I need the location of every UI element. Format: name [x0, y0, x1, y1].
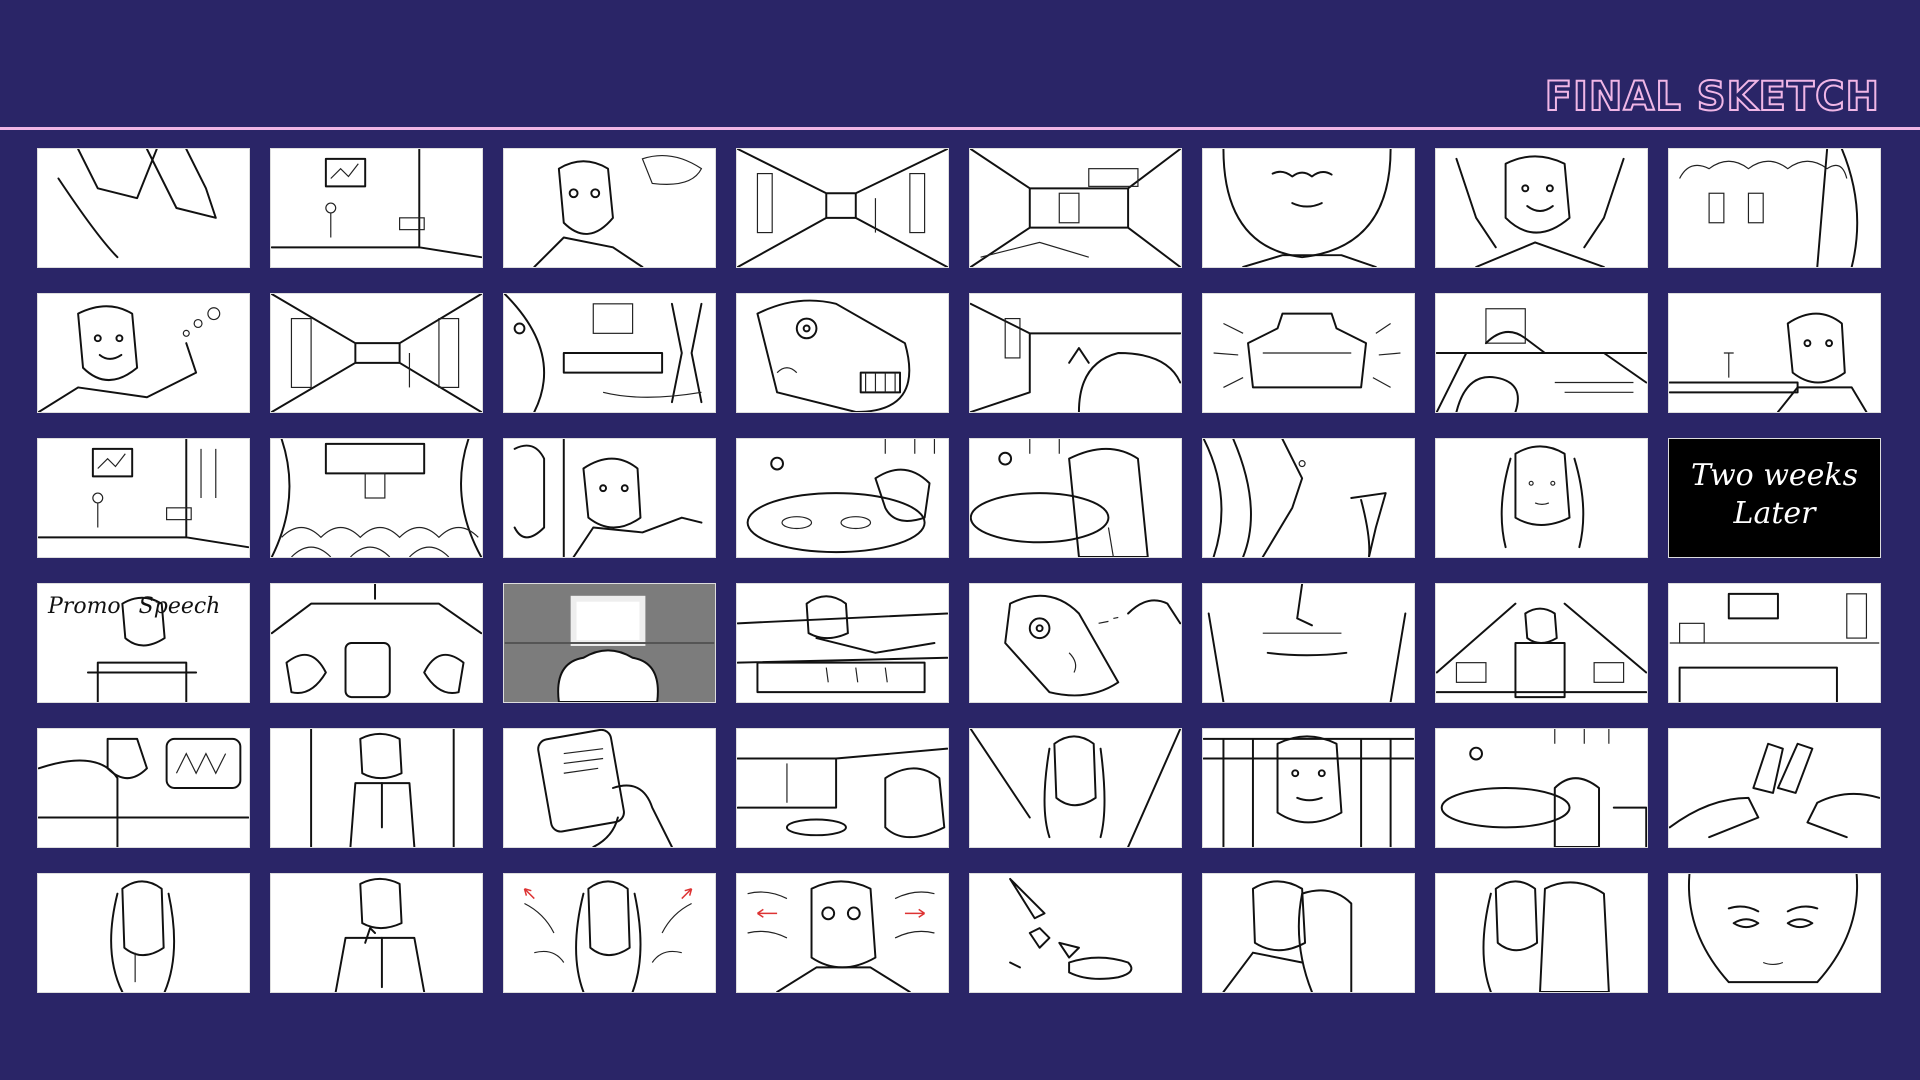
storyboard-panel-27 — [503, 583, 716, 703]
storyboard-panel-8 — [1668, 148, 1881, 268]
storyboard-panel-20 — [736, 438, 949, 558]
storyboard-panel-30 — [1202, 583, 1415, 703]
storyboard-panel-43 — [503, 873, 716, 993]
storyboard-panel-7 — [1435, 148, 1648, 268]
storyboard-panel-10 — [270, 293, 483, 413]
storyboard-panel-22 — [1202, 438, 1415, 558]
storyboard-panel-3 — [503, 148, 716, 268]
header: FINAL SKETCH — [0, 0, 1920, 130]
storyboard-panel-38 — [1202, 728, 1415, 848]
storyboard-panel-44 — [736, 873, 949, 993]
caption-promo-speech: Promo Speech — [48, 594, 220, 619]
caption-speech: Speech — [138, 594, 221, 619]
storyboard-panel-32 — [1668, 583, 1881, 703]
storyboard-panel-1 — [37, 148, 250, 268]
storyboard-panel-33 — [37, 728, 250, 848]
caption-promo: Promo — [48, 594, 121, 619]
storyboard-panel-34 — [270, 728, 483, 848]
storyboard-grid: Two weeks Later Promo Speech — [37, 148, 1881, 993]
storyboard-panel-28 — [736, 583, 949, 703]
storyboard-panel-11 — [503, 293, 716, 413]
storyboard-panel-23 — [1435, 438, 1648, 558]
storyboard-panel-16 — [1668, 293, 1881, 413]
storyboard-panel-12 — [736, 293, 949, 413]
storyboard-panel-35 — [503, 728, 716, 848]
storyboard-panel-26 — [270, 583, 483, 703]
storyboard-panel-5 — [969, 148, 1182, 268]
header-divider — [0, 127, 1920, 130]
storyboard-panel-40 — [1668, 728, 1881, 848]
storyboard-panel-45 — [969, 873, 1182, 993]
storyboard-panel-14 — [1202, 293, 1415, 413]
storyboard-panel-2 — [270, 148, 483, 268]
storyboard-panel-18 — [270, 438, 483, 558]
storyboard-panel-24: Two weeks Later — [1668, 438, 1881, 558]
storyboard-panel-9 — [37, 293, 250, 413]
page-title: FINAL SKETCH — [1544, 73, 1880, 121]
storyboard-panel-13 — [969, 293, 1182, 413]
caption-two-weeks-later: Two weeks Later — [1691, 458, 1858, 531]
storyboard-panel-47 — [1435, 873, 1648, 993]
storyboard-panel-25: Promo Speech — [37, 583, 250, 703]
storyboard-panel-4 — [736, 148, 949, 268]
storyboard-panel-15 — [1435, 293, 1648, 413]
storyboard-panel-41 — [37, 873, 250, 993]
storyboard-panel-36 — [736, 728, 949, 848]
storyboard-panel-31 — [1435, 583, 1648, 703]
storyboard-panel-46 — [1202, 873, 1415, 993]
storyboard-panel-6 — [1202, 148, 1415, 268]
storyboard-panel-21 — [969, 438, 1182, 558]
storyboard-panel-39 — [1435, 728, 1648, 848]
storyboard-panel-17 — [37, 438, 250, 558]
storyboard-panel-19 — [503, 438, 716, 558]
storyboard-panel-37 — [969, 728, 1182, 848]
storyboard-panel-42 — [270, 873, 483, 993]
storyboard-panel-29 — [969, 583, 1182, 703]
storyboard-panel-48 — [1668, 873, 1881, 993]
